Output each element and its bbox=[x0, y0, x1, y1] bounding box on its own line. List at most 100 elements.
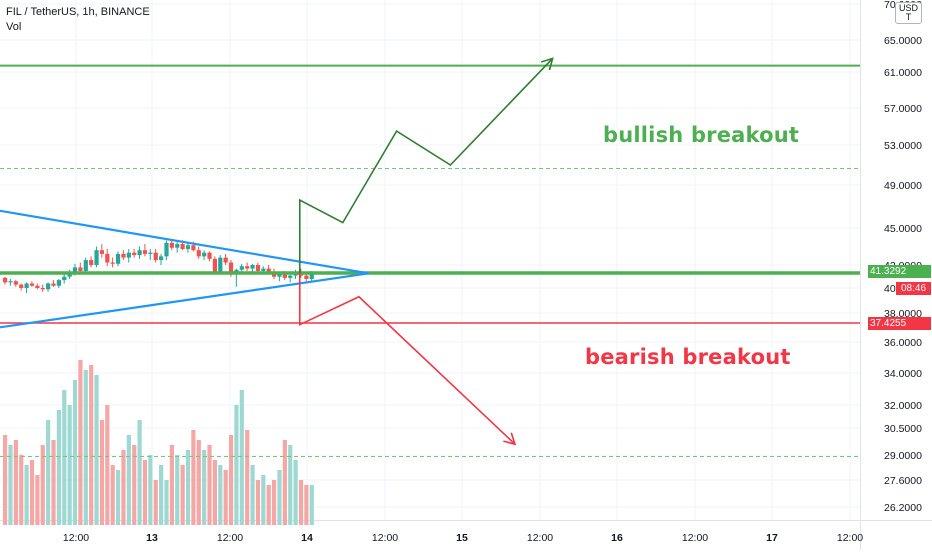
currency-selector[interactable]: USD T bbox=[894, 2, 922, 24]
volume-bar bbox=[62, 390, 67, 525]
volume-bar bbox=[137, 420, 142, 525]
y-tick-label: 30.5000 bbox=[884, 423, 922, 435]
volume-bar bbox=[132, 445, 137, 525]
volume-bar bbox=[282, 440, 287, 525]
volume-bar bbox=[202, 450, 207, 525]
symbol-title[interactable]: FIL / TetherUS, 1h, BINANCE bbox=[6, 6, 150, 18]
y-tick-label: 61.0000 bbox=[884, 67, 922, 79]
candle-body bbox=[228, 262, 234, 274]
volume-bar bbox=[29, 460, 35, 525]
candle-body bbox=[207, 252, 212, 259]
volume-bar bbox=[67, 405, 72, 525]
candle-body bbox=[202, 252, 207, 257]
volume-bar bbox=[159, 465, 164, 525]
candle-body bbox=[72, 267, 78, 273]
volume-bar bbox=[277, 470, 282, 525]
candle-body bbox=[223, 257, 228, 263]
volume-bar bbox=[196, 440, 201, 525]
candle-body bbox=[266, 268, 271, 273]
candle-body bbox=[239, 266, 244, 270]
candle-body bbox=[89, 260, 94, 265]
candle-body bbox=[46, 283, 51, 290]
volume-bar bbox=[250, 465, 255, 525]
volume-bar bbox=[83, 370, 88, 525]
candle-body bbox=[35, 285, 40, 288]
y-tick-label: 45.0000 bbox=[884, 223, 922, 235]
bullish-path bbox=[298, 57, 554, 273]
candle-body bbox=[304, 275, 309, 279]
x-tick-label: 15 bbox=[456, 532, 468, 544]
bullish-breakout-label[interactable]: bullish breakout bbox=[603, 123, 800, 147]
support-price-label: 37.4255 bbox=[868, 317, 931, 330]
volume-bar bbox=[191, 430, 196, 525]
volume-bar bbox=[266, 485, 271, 525]
candle-body bbox=[29, 283, 35, 286]
candle-body bbox=[110, 262, 115, 264]
volume-bar bbox=[19, 455, 24, 525]
volume-bar bbox=[142, 460, 148, 525]
candle-layer bbox=[3, 239, 314, 293]
candle-body bbox=[121, 253, 126, 258]
candle-body bbox=[212, 258, 218, 273]
volume-bar bbox=[175, 455, 180, 525]
x-tick-label: 14 bbox=[301, 532, 313, 544]
volume-bar bbox=[110, 465, 115, 525]
candle-body bbox=[180, 244, 185, 249]
candle-body bbox=[164, 242, 169, 257]
y-tick-label: 29.0000 bbox=[884, 450, 922, 462]
volume-bar bbox=[185, 450, 191, 525]
volume-bar bbox=[51, 440, 56, 525]
drawing-layer bbox=[0, 57, 860, 457]
volume-bar bbox=[8, 445, 13, 525]
volume-bar bbox=[309, 485, 314, 525]
volume-bar bbox=[223, 470, 228, 525]
volume-bar bbox=[272, 480, 277, 525]
candle-body bbox=[261, 268, 266, 271]
volume-bar bbox=[288, 445, 293, 525]
triangle-lower-line bbox=[0, 272, 369, 329]
volume-bar bbox=[105, 405, 110, 525]
x-tick-label: 12:00 bbox=[372, 532, 398, 544]
candle-body bbox=[175, 244, 180, 248]
y-tick-label: 65.0000 bbox=[884, 35, 922, 47]
volume-indicator-label[interactable]: Vol bbox=[6, 21, 22, 33]
candle-body bbox=[62, 276, 67, 281]
candle-body bbox=[56, 280, 61, 286]
volume-bar bbox=[56, 410, 61, 525]
volume-bar bbox=[78, 360, 83, 525]
volume-bar bbox=[212, 460, 218, 525]
candle-body bbox=[132, 252, 137, 256]
bullish-path-arrowhead bbox=[540, 57, 554, 71]
volume-bar bbox=[164, 480, 169, 525]
volume-bar bbox=[94, 375, 99, 525]
x-tick-label: 12:00 bbox=[682, 532, 708, 544]
candle-body bbox=[288, 275, 293, 278]
candle-body bbox=[153, 252, 158, 261]
candle-body bbox=[277, 274, 282, 277]
bar-countdown-label: 08:46 bbox=[896, 282, 931, 295]
volume-bar bbox=[169, 445, 174, 525]
volume-bar bbox=[207, 445, 212, 525]
volume-bar bbox=[13, 440, 18, 525]
volume-bar bbox=[99, 420, 105, 525]
x-tick-label: 12:00 bbox=[217, 532, 243, 544]
candle-body bbox=[8, 281, 13, 283]
currency-bottom: T bbox=[905, 12, 912, 22]
volume-bar bbox=[153, 480, 158, 525]
candle-body bbox=[218, 257, 223, 273]
candle-body bbox=[99, 250, 105, 254]
volume-bar bbox=[40, 445, 45, 525]
candle-body bbox=[159, 256, 164, 261]
candle-body bbox=[13, 281, 18, 285]
volume-bar bbox=[228, 435, 234, 525]
candle-body bbox=[24, 283, 29, 288]
candle-body bbox=[169, 242, 174, 248]
candle-body bbox=[94, 250, 99, 265]
y-tick-label: 49.0000 bbox=[884, 180, 922, 192]
volume-bar bbox=[115, 470, 121, 525]
y-tick-label: 26.2000 bbox=[884, 502, 922, 514]
volume-bar bbox=[3, 435, 8, 525]
